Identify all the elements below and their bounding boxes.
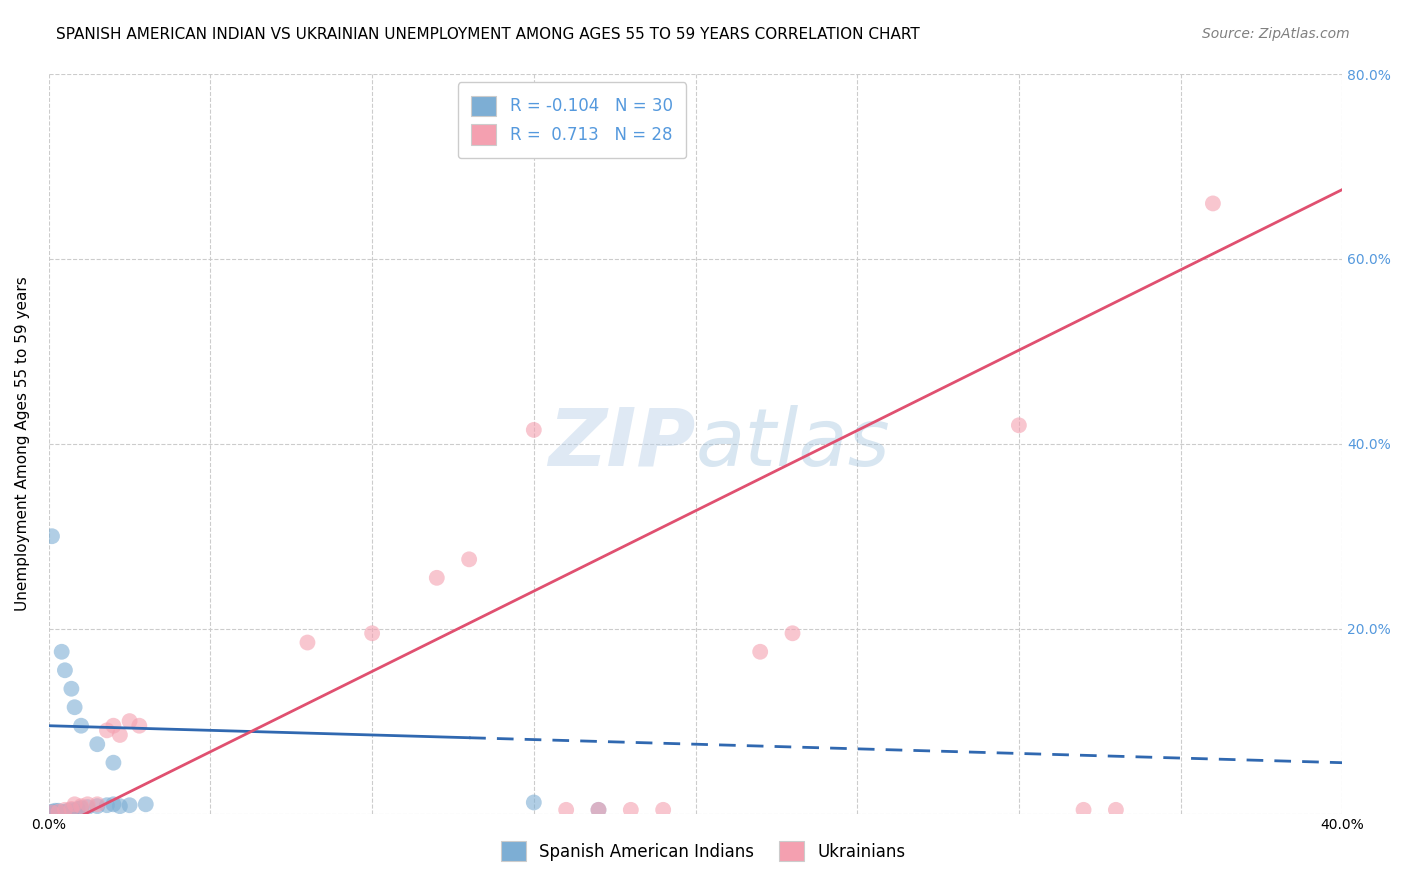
Point <box>620 803 643 817</box>
Point <box>103 797 125 812</box>
Point <box>297 635 319 649</box>
Point <box>118 714 141 728</box>
Point <box>652 803 675 817</box>
Point <box>41 805 63 819</box>
Point <box>749 645 772 659</box>
Point <box>70 799 93 814</box>
Point <box>555 803 578 817</box>
Text: atlas: atlas <box>696 405 890 483</box>
Point <box>426 571 449 585</box>
Point <box>41 805 63 820</box>
Point <box>60 803 83 817</box>
Point <box>128 719 150 733</box>
Point <box>53 805 76 819</box>
Point <box>1008 418 1031 433</box>
Point <box>96 723 118 738</box>
Point <box>1105 803 1128 817</box>
Point <box>588 803 610 817</box>
Point <box>41 529 63 543</box>
Point <box>1202 196 1225 211</box>
Point <box>63 700 86 714</box>
Point <box>103 719 125 733</box>
Point <box>63 804 86 818</box>
Point <box>523 796 546 810</box>
Point <box>1073 803 1095 817</box>
Point <box>53 663 76 677</box>
Point <box>782 626 804 640</box>
Point <box>48 805 70 820</box>
Y-axis label: Unemployment Among Ages 55 to 59 years: Unemployment Among Ages 55 to 59 years <box>15 277 30 611</box>
Point <box>53 803 76 817</box>
Point <box>103 756 125 770</box>
Point <box>135 797 157 812</box>
Point <box>458 552 481 566</box>
Text: ZIP: ZIP <box>548 405 696 483</box>
Text: SPANISH AMERICAN INDIAN VS UKRAINIAN UNEMPLOYMENT AMONG AGES 55 TO 59 YEARS CORR: SPANISH AMERICAN INDIAN VS UKRAINIAN UNE… <box>56 27 920 42</box>
Point <box>44 805 66 820</box>
Point <box>76 797 98 812</box>
Point <box>118 798 141 813</box>
Legend: Spanish American Indians, Ukrainians: Spanish American Indians, Ukrainians <box>488 828 918 875</box>
Point <box>51 805 73 820</box>
Point <box>588 803 610 817</box>
Point <box>60 681 83 696</box>
Point <box>76 800 98 814</box>
Point <box>108 728 131 742</box>
Point <box>70 719 93 733</box>
Point <box>48 804 70 818</box>
Point <box>86 799 108 814</box>
Legend: R = -0.104   N = 30, R =  0.713   N = 28: R = -0.104 N = 30, R = 0.713 N = 28 <box>458 82 686 158</box>
Point <box>60 802 83 816</box>
Point <box>63 797 86 812</box>
Point <box>361 626 384 640</box>
Point <box>41 805 63 820</box>
Point <box>51 645 73 659</box>
Point <box>96 798 118 813</box>
Point <box>108 799 131 814</box>
Point <box>66 802 89 816</box>
Point <box>70 801 93 815</box>
Point <box>56 804 79 818</box>
Point <box>48 805 70 819</box>
Point <box>523 423 546 437</box>
Text: Source: ZipAtlas.com: Source: ZipAtlas.com <box>1202 27 1350 41</box>
Point <box>86 737 108 751</box>
Point <box>44 804 66 818</box>
Point <box>86 797 108 812</box>
